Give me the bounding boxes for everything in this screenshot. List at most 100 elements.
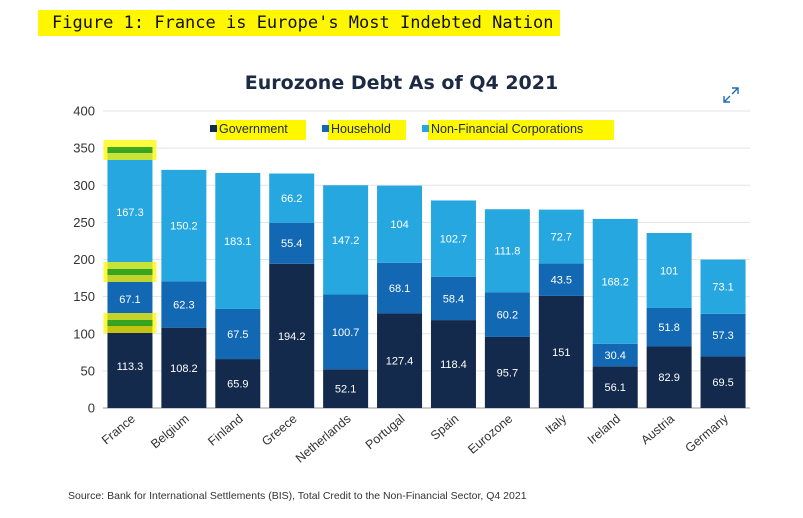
data-label: 183.1 [224,236,252,248]
data-label: 57.3 [712,330,733,342]
bar-segment [700,313,746,357]
bar-segment [269,173,315,223]
data-label: 113.3 [117,361,144,373]
data-label: 104 [390,219,408,231]
data-label: 52.1 [335,384,356,396]
x-tick-label: Eurozone [465,412,515,457]
bar-segment [430,320,476,408]
data-label: 67.1 [119,294,140,306]
x-tick-label: Germany [683,411,732,455]
data-label: 95.7 [497,367,518,379]
legend-highlight [216,120,306,140]
y-tick-label: 350 [73,141,95,156]
x-tick-label: Belgium [148,412,192,452]
data-label: 55.4 [281,238,302,250]
y-tick-label: 100 [73,326,95,341]
bar-segment [700,259,746,314]
y-tick-label: 250 [73,215,95,230]
highlight-top-mark [107,147,153,153]
data-label: 118.4 [440,359,467,371]
legend-swatch [210,125,217,132]
bar-segment [323,369,369,408]
data-label: 101 [660,265,678,277]
data-label: 82.9 [658,372,679,384]
data-label: 51.8 [658,322,679,334]
legend-swatch [322,125,329,132]
bar-segment [215,172,261,309]
x-tick-label: Austria [638,412,677,448]
bar-segment [323,294,369,370]
bar-segment [161,281,207,328]
data-label: 68.1 [389,283,410,295]
bar-segment [161,327,207,408]
data-label: 100.7 [332,327,360,339]
data-label: 167.3 [116,207,144,219]
bar-segment [646,307,692,347]
y-tick-label: 400 [73,104,95,119]
y-tick-label: 200 [73,252,95,267]
legend-label: Government [219,122,288,136]
bar-segment [592,366,638,408]
bar-segment [484,209,530,293]
bar-segment [646,346,692,408]
bar-segment [377,262,423,314]
legend-highlight [428,120,614,140]
bar-segment [377,185,423,263]
bar-segment [107,149,153,275]
data-label: 194.2 [278,331,306,343]
data-label: 60.2 [497,310,518,322]
bar-segment [377,313,423,408]
bar-segment [484,336,530,408]
bar-segment [269,222,315,264]
x-tick-label: Portugal [363,412,408,453]
bar-segment [215,359,261,408]
bar-segment [161,169,207,282]
highlight-mid-mark [107,269,153,275]
data-label: 168.2 [601,276,629,288]
bar-segment [430,276,476,321]
x-tick-label: France [99,412,138,448]
x-tick-label: Italy [543,411,570,437]
data-label: 108.2 [170,363,198,375]
figure-title: Figure 1: France is Europe's Most Indebt… [38,10,560,36]
y-tick-label: 150 [73,289,95,304]
data-label: 147.2 [332,235,360,247]
data-label: 69.5 [712,377,733,389]
y-tick-label: 50 [81,363,95,378]
y-tick-label: 300 [73,178,95,193]
bar-segment [323,185,369,295]
bar-segment [592,218,638,344]
bar-segment [538,209,584,264]
bar-segment [269,263,315,408]
data-label: 72.7 [551,232,572,244]
x-tick-label: Greece [259,412,299,449]
bar-segment [484,292,530,337]
data-label: 111.8 [494,246,520,258]
data-label: 73.1 [712,282,733,294]
highlight-low-mark [107,320,153,326]
expand-icon[interactable] [722,86,740,104]
data-label: 43.5 [551,275,572,287]
bar-segment [592,343,638,367]
data-label: 62.3 [173,300,194,312]
x-tick-label: Finland [205,412,245,449]
data-label: 56.1 [604,382,625,394]
legend-swatch [422,125,429,132]
data-label: 102.7 [440,234,468,246]
bar-segment [430,200,476,277]
bar-segment [700,356,746,408]
data-label: 150.2 [170,221,198,233]
source-note: Source: Bank for International Settlemen… [68,490,527,502]
data-label: 127.4 [386,356,414,368]
x-tick-label: Netherlands [293,412,354,466]
bar-segment [107,323,153,408]
x-tick-label: Ireland [585,412,623,447]
data-label: 66.2 [281,193,302,205]
data-label: 151 [552,347,570,359]
legend-label: Household [331,122,391,136]
data-label: 30.4 [604,350,625,362]
bar-segment [538,263,584,296]
x-tick-label: Spain [428,412,462,443]
data-label: 67.5 [227,329,248,341]
